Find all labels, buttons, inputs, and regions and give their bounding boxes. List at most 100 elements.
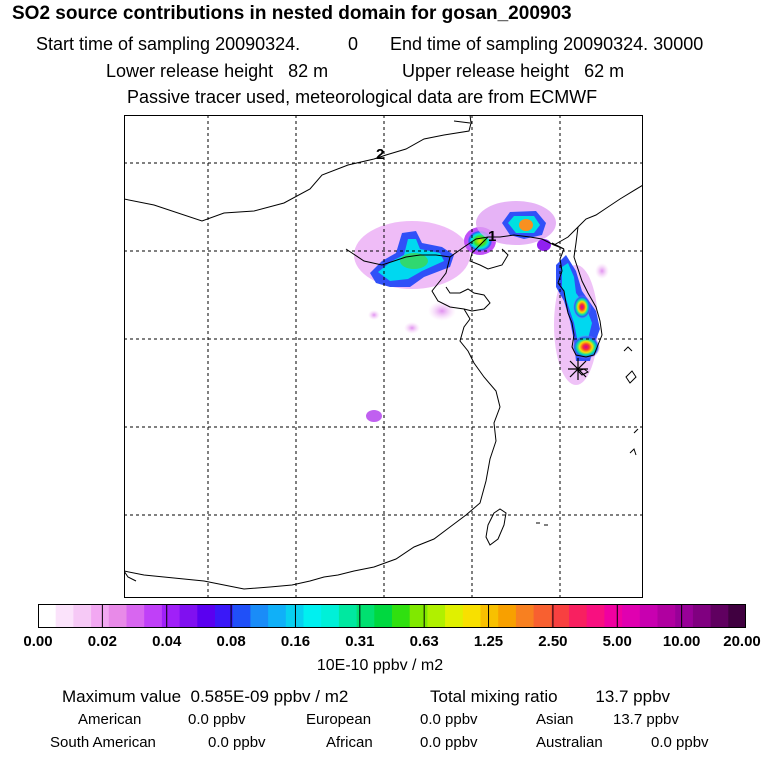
colorbar-cell — [462, 604, 481, 628]
colorbar-cell — [639, 604, 658, 628]
receptor-marker — [568, 358, 588, 380]
colorbar-cell — [515, 604, 534, 628]
colorbar-cell — [55, 604, 74, 628]
region-value-south-american: 0.0 ppbv — [208, 734, 266, 751]
colorbar-cell — [126, 604, 145, 628]
start-time-value: 0 — [348, 34, 359, 54]
coast-shandong — [124, 308, 501, 590]
colorbar-tick-label: 0.04 — [152, 633, 182, 650]
colorbar-cell — [215, 604, 234, 628]
colorbar-cell — [303, 604, 322, 628]
total-label: Total mixing ratio — [430, 687, 558, 706]
colorbar-cell — [268, 604, 287, 628]
coast-japan-b — [623, 346, 633, 352]
border-korea — [553, 184, 643, 246]
region-name-south-american: South American — [50, 734, 156, 751]
region-name-australian: Australian — [536, 734, 603, 751]
coast-japan-c — [629, 448, 637, 456]
colorbar-tick-label: 0.02 — [87, 633, 117, 650]
colorbar-cell — [338, 604, 357, 628]
colorbar-cell — [427, 604, 446, 628]
colorbar-cell — [91, 604, 110, 628]
colorbar-cell — [551, 604, 570, 628]
region-name-european: European — [306, 711, 372, 728]
colorbar-cell — [179, 604, 198, 628]
tracer-note: Passive tracer used, meteorological data… — [127, 87, 598, 107]
coast-japan-a — [625, 370, 637, 384]
plume-spot-c — [366, 410, 382, 422]
coast-japan-d — [633, 428, 639, 434]
coast-korea — [557, 226, 603, 358]
coastlines — [124, 115, 643, 590]
colorbar-cell — [285, 604, 304, 628]
colorbar-frame — [38, 604, 746, 628]
colorbar-tick-label: 0.63 — [409, 633, 439, 650]
map-plot: 2 1 — [124, 115, 643, 598]
colorbar-separators — [101, 604, 683, 628]
max-label: Maximum value — [62, 687, 182, 706]
start-time-label: Start time of sampling 20090324. — [36, 34, 301, 54]
colorbar-cell — [498, 604, 517, 628]
colorbar-cell — [728, 604, 746, 628]
colorbar-cell — [604, 604, 623, 628]
colorbar-cell — [356, 604, 375, 628]
region-value-european: 0.0 ppbv — [420, 711, 478, 728]
border-mongolia — [124, 115, 472, 222]
plume-layer — [354, 201, 609, 422]
colorbar-cell — [675, 604, 694, 628]
colorbar — [38, 604, 746, 628]
max-value: 0.585E-09 ppbv / m2 — [190, 687, 349, 706]
total-mixing-line: Total mixing ratio 13.7 ppbv — [430, 688, 670, 705]
colorbar-cell — [710, 604, 729, 628]
upper-release-height: Upper release height 62 m — [402, 61, 625, 81]
colorbar-cell — [409, 604, 428, 628]
grid-lines — [124, 115, 643, 598]
plume-spot-a — [537, 239, 551, 251]
map-label-2: 2 — [376, 146, 384, 163]
border-mongolia-east — [453, 120, 471, 124]
lower-release-height: Lower release height 82 m — [106, 61, 329, 81]
plume-spot-d — [428, 301, 456, 321]
coast-bohai — [431, 256, 491, 312]
island-taiwan — [485, 508, 507, 546]
plume-liaoning-core — [519, 219, 533, 231]
colorbar-cell — [480, 604, 499, 628]
colorbar-cell — [569, 604, 588, 628]
colorbar-units: 10E-10 ppbv / m2 — [316, 657, 444, 674]
colorbar-cells — [38, 604, 746, 628]
colorbar-cell — [692, 604, 711, 628]
colorbar-cell — [250, 604, 269, 628]
colorbar-tick-label: 0.16 — [280, 633, 311, 650]
island-jeju — [577, 368, 589, 376]
colorbar-cell — [374, 604, 393, 628]
region-name-african: African — [326, 734, 373, 751]
colorbar-tick-label: 10.00 — [662, 633, 701, 650]
region-value-american: 0.0 ppbv — [188, 711, 246, 728]
plume-busan — [572, 335, 600, 359]
map-label-1: 1 — [488, 228, 496, 245]
colorbar-cell — [445, 604, 464, 628]
colorbar-tick-label: 0.00 — [23, 633, 53, 650]
colorbar-cell — [622, 604, 641, 628]
coast-north-china — [345, 234, 565, 266]
colorbar-tick-label: 5.00 — [602, 633, 632, 650]
region-value-asian: 13.7 ppbv — [613, 711, 679, 728]
colorbar-tick-label: 0.08 — [216, 633, 246, 650]
region-name-asian: Asian — [536, 711, 574, 728]
region-value-african: 0.0 ppbv — [420, 734, 478, 751]
colorbar-cell — [73, 604, 92, 628]
colorbar-tick-label: 1.25 — [473, 633, 504, 650]
coast-liaodong — [469, 236, 509, 270]
colorbar-cell — [161, 604, 180, 628]
colorbar-cell — [38, 604, 57, 628]
plume-seoul — [573, 295, 591, 319]
colorbar-cell — [657, 604, 676, 628]
colorbar-tick-label: 2.50 — [538, 633, 568, 650]
plume-spot-f — [368, 310, 380, 320]
total-value: 13.7 ppbv — [595, 687, 671, 706]
colorbar-cell — [586, 604, 605, 628]
chart-title: SO2 source contributions in nested domai… — [12, 3, 572, 24]
colorbar-cell — [321, 604, 340, 628]
plume-spot-e — [404, 322, 420, 334]
colorbar-cell — [144, 604, 163, 628]
